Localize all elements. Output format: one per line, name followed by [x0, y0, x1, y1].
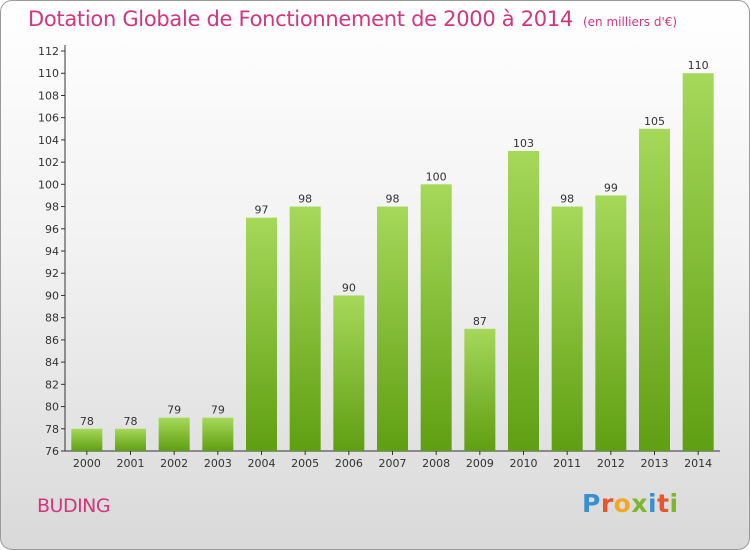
- x-tick-label: 2011: [553, 457, 581, 470]
- logo-letter: o: [613, 489, 632, 518]
- y-tick-label: 94: [45, 245, 59, 258]
- x-tick-label: 2005: [291, 457, 319, 470]
- y-tick-label: 86: [45, 334, 59, 347]
- y-tick-label: 90: [45, 289, 59, 302]
- x-tick-label: 2013: [641, 457, 669, 470]
- y-tick-label: 106: [38, 112, 59, 125]
- bar-value-label: 78: [124, 415, 138, 428]
- x-tick-label: 2002: [160, 457, 188, 470]
- y-tick-label: 108: [38, 89, 59, 102]
- bar-value-label: 98: [298, 193, 312, 206]
- logo-letter: t: [657, 489, 670, 518]
- x-tick-label: 2004: [248, 457, 276, 470]
- x-tick-label: 2008: [422, 457, 450, 470]
- bar: [420, 184, 452, 452]
- bar: [682, 73, 714, 451]
- y-tick-label: 78: [45, 423, 59, 436]
- bar: [464, 328, 496, 451]
- city-name: BUDING: [37, 495, 111, 517]
- bar-value-label: 97: [255, 204, 269, 217]
- bar-value-label: 98: [560, 193, 574, 206]
- logo-letter: i: [669, 489, 679, 518]
- bar-value-label: 98: [386, 193, 400, 206]
- bar: [202, 417, 234, 451]
- x-tick-label: 2012: [597, 457, 625, 470]
- bar-value-label: 110: [688, 59, 709, 72]
- y-tick-label: 76: [45, 445, 59, 458]
- y-tick-label: 80: [45, 401, 59, 414]
- chart-title: Dotation Globale de Fonctionnement de 20…: [28, 7, 677, 31]
- bar: [639, 128, 670, 451]
- x-tick-label: 2010: [510, 457, 538, 470]
- y-tick-label: 104: [38, 134, 59, 147]
- bar: [115, 428, 146, 451]
- proxiti-logo: Proxiti: [582, 489, 679, 518]
- logo-letter: P: [582, 489, 601, 518]
- y-tick-label: 110: [38, 67, 59, 80]
- y-tick-label: 82: [45, 378, 59, 391]
- bar: [377, 206, 408, 451]
- x-tick-label: 2009: [466, 457, 494, 470]
- y-tick-label: 88: [45, 312, 59, 325]
- y-tick-label: 102: [38, 156, 59, 169]
- bar-value-label: 78: [80, 415, 94, 428]
- bar: [71, 428, 103, 451]
- x-tick-label: 2000: [73, 457, 101, 470]
- bar-value-label: 79: [167, 404, 181, 417]
- y-tick-label: 84: [45, 356, 59, 369]
- bar: [333, 295, 365, 451]
- bar-value-label: 103: [513, 137, 534, 150]
- x-tick-label: 2006: [335, 457, 363, 470]
- y-tick-label: 96: [45, 223, 59, 236]
- bar: [289, 206, 321, 451]
- logo-letter: i: [648, 489, 658, 518]
- x-tick-label: 2014: [684, 457, 712, 470]
- logo-letter: x: [631, 489, 648, 518]
- y-tick-label: 112: [38, 45, 59, 58]
- y-tick-label: 98: [45, 201, 59, 214]
- y-tick-label: 100: [38, 178, 59, 191]
- bar-value-label: 105: [644, 115, 665, 128]
- bar: [246, 217, 277, 451]
- bar-value-label: 99: [604, 181, 618, 194]
- bar-value-label: 87: [473, 315, 487, 328]
- title-text: Dotation Globale de Fonctionnement de 20…: [28, 7, 573, 31]
- x-tick-label: 2001: [117, 457, 145, 470]
- bar-value-label: 90: [342, 281, 356, 294]
- y-tick-label: 92: [45, 267, 59, 280]
- bar-value-label: 79: [211, 404, 225, 417]
- logo-letter: r: [600, 489, 614, 518]
- title-unit: (en milliers d'€): [582, 15, 678, 29]
- bar: [551, 206, 583, 451]
- bar: [508, 151, 539, 451]
- bar: [595, 195, 627, 451]
- bar-value-label: 100: [426, 170, 447, 183]
- bar: [158, 417, 190, 451]
- x-tick-label: 2003: [204, 457, 232, 470]
- x-tick-label: 2007: [379, 457, 407, 470]
